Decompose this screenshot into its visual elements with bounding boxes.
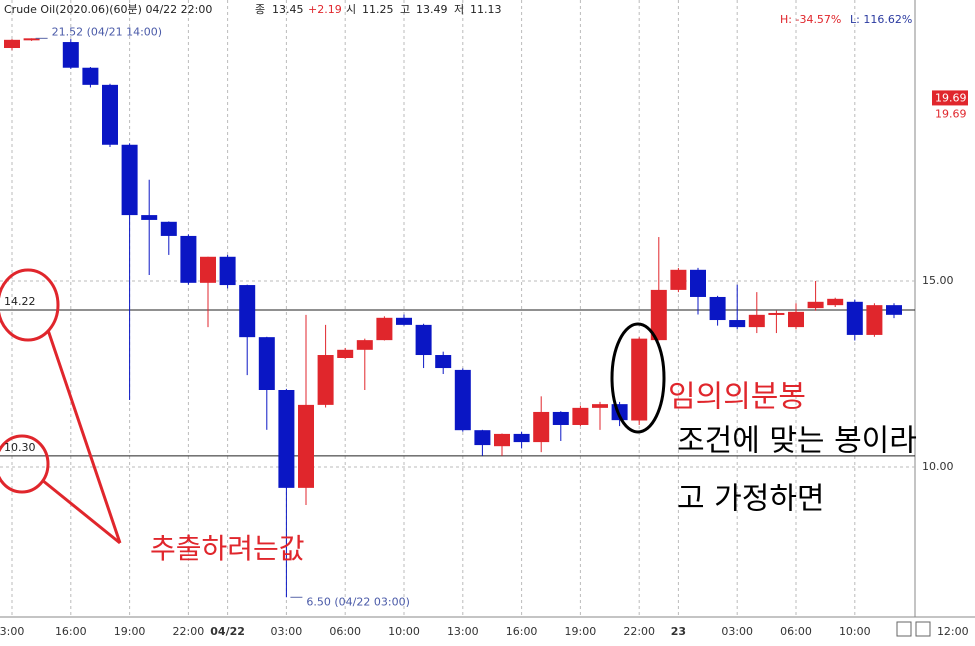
candle-body [317, 355, 334, 405]
note-candle: 임의의분봉 [668, 380, 806, 415]
candle-body [592, 404, 608, 408]
x-tick-label: 22:00 [623, 625, 655, 638]
candle-body [572, 407, 589, 425]
candle-body [219, 256, 236, 286]
candle-body [513, 433, 530, 443]
candle-body [337, 349, 354, 358]
candle-body [748, 314, 765, 328]
header-low-label: 저 [454, 3, 464, 16]
x-tick-label: 16:00 [55, 625, 87, 638]
x-tick-label: 06:00 [329, 625, 361, 638]
icon-button[interactable] [915, 621, 931, 637]
header-title: Crude Oil(2020.06)(60분) 04/22 22:00 [4, 3, 212, 16]
candle-body [200, 256, 216, 283]
highlight-ellipse [610, 322, 666, 434]
candle-body [690, 269, 706, 297]
candle-body [474, 430, 491, 446]
candle-body [494, 433, 510, 447]
candle-body [670, 269, 687, 290]
header-high-label: 고 [400, 3, 410, 16]
range-low: L: 116.62% [850, 13, 912, 26]
candle-body [141, 215, 158, 220]
x-tick-label: 03:00 [271, 625, 303, 638]
candle-body [160, 221, 177, 236]
y-tick-label: 15.00 [922, 274, 954, 287]
plot [4, 37, 902, 598]
x-tick-label: 06:00 [780, 625, 812, 638]
candle-body [376, 317, 393, 341]
note-line1: 조건에 맞는 봉이라 [677, 424, 917, 459]
x-tick-label: 19:00 [565, 625, 597, 638]
x-tick-label: 22:00 [173, 625, 205, 638]
x-tick-label: 03:00 [721, 625, 753, 638]
candle-body [631, 338, 648, 421]
hline-label: 10.30 [4, 441, 36, 454]
candle-body [886, 305, 902, 315]
note-line2: 고 가정하면 [677, 482, 825, 517]
annotation-label: 21.52 (04/21 14:00) [52, 25, 162, 38]
candle-body [278, 389, 295, 488]
candle-body [23, 38, 40, 41]
candle-body [435, 355, 452, 369]
candle-body [180, 235, 197, 283]
candle-body [415, 324, 432, 356]
candle-body [4, 39, 20, 49]
pointer [41, 478, 121, 545]
x-tick-label: 3:00 [0, 625, 24, 638]
range-high: H: -34.57% [780, 13, 841, 26]
x-tick-label: 13:00 [447, 625, 479, 638]
header-open-label: 시 [346, 3, 356, 16]
pointer [46, 329, 122, 544]
candle-body [729, 320, 746, 328]
circle [0, 268, 60, 342]
candle-body [298, 404, 314, 488]
last-price-label: 19.69 [935, 91, 967, 104]
circle [0, 434, 50, 494]
candle-body [846, 301, 863, 335]
header-low: 11.13 [470, 3, 502, 16]
x-tick-label: 10:00 [388, 625, 420, 638]
hline-label: 14.22 [4, 295, 36, 308]
header-close-label: 종 [255, 3, 265, 16]
header-change: +2.19 [308, 3, 342, 16]
candle-body [121, 144, 138, 216]
last-price-label: 19.69 [935, 107, 967, 120]
candle-body [552, 411, 569, 425]
annotation-label: 6.50 (04/22 03:00) [306, 595, 409, 608]
y-tick-label: 10.00 [922, 460, 954, 473]
candle-body [454, 369, 471, 431]
candle-body [62, 42, 79, 68]
candle-body [356, 340, 373, 350]
candle-body [258, 337, 275, 390]
header-high: 13.49 [416, 3, 448, 16]
candle-body [82, 67, 99, 85]
candle-body [102, 84, 118, 145]
x-tick-label: 23 [671, 625, 686, 638]
candle-body [396, 317, 412, 325]
x-tick-label: 12:00 [937, 625, 969, 638]
candle-body [239, 285, 256, 338]
candle-body [788, 311, 804, 328]
candle-body [768, 312, 785, 315]
x-tick-label: 16:00 [506, 625, 538, 638]
x-tick-label: 19:00 [114, 625, 146, 638]
candle-body [650, 289, 667, 341]
x-tick-label: 10:00 [839, 625, 871, 638]
candle-body [807, 301, 824, 309]
icon-button[interactable] [896, 621, 912, 637]
header-open: 11.25 [362, 3, 394, 16]
annotation-drawing [0, 268, 122, 545]
candle-body [709, 296, 726, 321]
candle-body [866, 305, 883, 335]
note-extract: 추출하려는값 [150, 532, 305, 565]
x-tick-label: 04/22 [210, 625, 245, 638]
candle-body [533, 411, 550, 443]
candle-body [827, 298, 844, 306]
header-close: 13.45 [272, 3, 304, 16]
last-price-box [932, 90, 968, 106]
